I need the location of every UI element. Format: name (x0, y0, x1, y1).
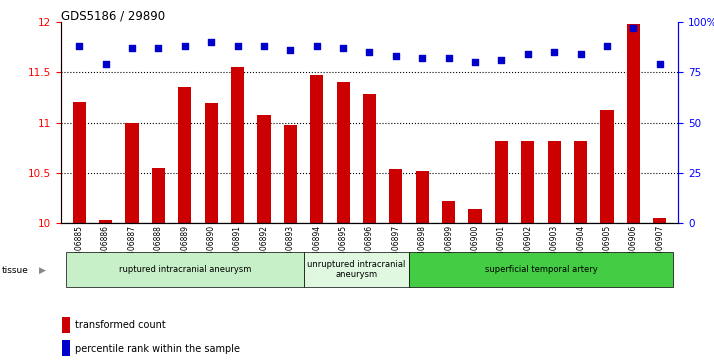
Bar (627, 24, 640, 223)
Text: superficial temporal artery: superficial temporal artery (485, 265, 598, 274)
Bar (600, 110, 613, 223)
Point (311, 43, 323, 49)
Point (469, 59, 481, 65)
Point (363, 49, 375, 55)
Point (258, 43, 270, 49)
Bar (283, 125, 297, 223)
Bar (363, 94, 376, 223)
Point (100, 61, 111, 67)
Point (496, 57, 507, 63)
Point (601, 43, 613, 49)
Bar (303, 252, 409, 287)
Bar (73, 102, 86, 223)
Point (575, 51, 586, 57)
Text: ▶: ▶ (39, 266, 46, 275)
Bar (495, 140, 508, 223)
Bar (336, 82, 350, 223)
Bar (152, 168, 165, 223)
Point (153, 45, 164, 51)
Text: GDS5186 / 29890: GDS5186 / 29890 (61, 9, 165, 22)
Text: ruptured intracranial aneurysm: ruptured intracranial aneurysm (119, 265, 251, 274)
Bar (63, 317, 71, 333)
Point (285, 47, 296, 53)
Text: transformed count: transformed count (75, 321, 166, 330)
Point (522, 51, 533, 57)
Bar (416, 171, 429, 223)
Point (628, 25, 639, 31)
Point (443, 55, 454, 61)
Bar (310, 75, 323, 223)
Bar (521, 140, 535, 223)
Bar (99, 220, 112, 223)
Bar (574, 140, 587, 223)
Point (179, 43, 191, 49)
Point (338, 45, 349, 51)
Bar (204, 103, 218, 223)
Bar (63, 340, 71, 356)
Bar (548, 140, 561, 223)
Bar (178, 87, 191, 223)
Bar (442, 201, 456, 223)
Point (654, 61, 665, 67)
Text: tissue: tissue (1, 266, 29, 275)
Bar (66, 252, 303, 287)
Bar (653, 218, 666, 223)
Bar (468, 209, 482, 223)
Bar (389, 169, 403, 223)
Bar (231, 67, 244, 223)
Point (416, 55, 428, 61)
Text: percentile rank within the sample: percentile rank within the sample (75, 344, 240, 354)
Point (206, 39, 217, 45)
Text: unruptured intracranial
aneurysm: unruptured intracranial aneurysm (307, 260, 406, 279)
Point (390, 53, 401, 59)
Bar (126, 122, 139, 223)
Point (548, 49, 560, 55)
Bar (257, 115, 271, 223)
Point (232, 43, 243, 49)
Point (126, 45, 138, 51)
Bar (409, 252, 673, 287)
Point (74, 43, 85, 49)
